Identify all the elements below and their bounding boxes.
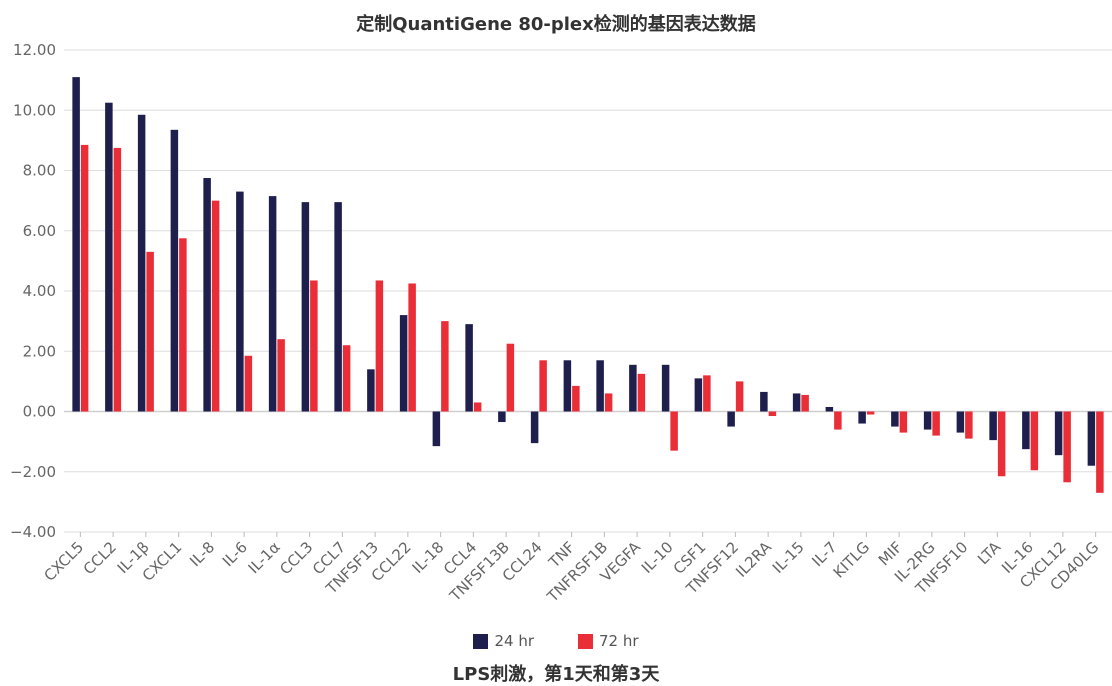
bar-24hr bbox=[792, 393, 801, 412]
bar-72hr bbox=[1030, 411, 1039, 471]
legend-label-24hr: 24 hr bbox=[494, 632, 534, 650]
bar-72hr bbox=[277, 339, 285, 412]
bar-72hr bbox=[506, 343, 515, 412]
y-tick-label: 6.00 bbox=[23, 222, 56, 240]
bar-24hr bbox=[891, 411, 899, 427]
bar-72hr bbox=[211, 200, 220, 412]
bar-72hr bbox=[408, 283, 416, 412]
x-tick-label: CCL3 bbox=[276, 538, 316, 578]
chart-title: 定制QuantiGene 80-plex检测的基因表达数据 bbox=[356, 14, 756, 35]
bar-72hr bbox=[179, 238, 187, 412]
bar-72hr bbox=[965, 411, 973, 439]
y-tick-label: 4.00 bbox=[23, 282, 56, 300]
x-tick-label: IL-15 bbox=[769, 538, 808, 577]
bar-72hr bbox=[310, 280, 318, 412]
y-tick-label: 0.00 bbox=[23, 403, 56, 421]
bar-24hr bbox=[137, 114, 146, 412]
bar-24hr bbox=[1022, 411, 1030, 450]
bar-24hr bbox=[760, 391, 768, 412]
bar-24hr bbox=[989, 411, 997, 441]
bar-72hr bbox=[703, 375, 711, 412]
bar-24hr bbox=[105, 102, 113, 412]
y-tick-label: 2.00 bbox=[23, 342, 56, 360]
bar-24hr bbox=[203, 178, 211, 412]
bar-24hr bbox=[858, 411, 866, 424]
x-tick-label: IL-1α bbox=[245, 538, 284, 577]
bar-24hr bbox=[530, 411, 539, 444]
y-tick-label: −2.00 bbox=[10, 463, 56, 481]
legend-label-72hr: 72 hr bbox=[599, 632, 639, 650]
x-tick-label: IL-8 bbox=[186, 538, 218, 570]
bar-72hr bbox=[735, 381, 744, 412]
bar-72hr bbox=[932, 411, 940, 436]
bar-72hr bbox=[342, 345, 351, 412]
x-tick-label: IL-18 bbox=[409, 538, 448, 577]
bar-72hr bbox=[146, 251, 154, 412]
bar-72hr bbox=[1096, 411, 1104, 493]
bar-72hr bbox=[899, 411, 908, 433]
bar-24hr bbox=[236, 191, 244, 412]
legend-item-24hr[interactable]: 24 hr bbox=[473, 632, 534, 650]
legend-swatch-72hr bbox=[578, 633, 593, 649]
bar-72hr bbox=[670, 411, 678, 451]
bar-72hr bbox=[539, 360, 547, 412]
bar-24hr bbox=[170, 129, 179, 412]
bar-24hr bbox=[629, 364, 637, 412]
bar-72hr bbox=[441, 321, 449, 412]
bar-24hr bbox=[694, 378, 703, 412]
bar-24hr bbox=[563, 360, 572, 412]
bar-72hr bbox=[866, 411, 875, 415]
bar-72hr bbox=[572, 385, 580, 412]
bar-24hr bbox=[661, 364, 670, 412]
bar-24hr bbox=[1087, 411, 1096, 466]
legend-swatch-24hr bbox=[473, 633, 489, 649]
bar-24hr bbox=[268, 196, 277, 412]
bar-24hr bbox=[498, 411, 506, 423]
x-tick-label: CXCL5 bbox=[41, 538, 88, 585]
bar-24hr bbox=[956, 411, 965, 433]
bar-72hr bbox=[997, 411, 1006, 477]
bar-72hr bbox=[801, 394, 809, 412]
bar-72hr bbox=[637, 373, 646, 412]
bar-chart: −4.00 −2.00 0.00 2.00 4.00 6.00 8.00 10.00 12.00… bbox=[10, 41, 1112, 606]
y-tick-label: 8.00 bbox=[23, 162, 56, 180]
bar-72hr bbox=[604, 393, 613, 412]
legend-item-72hr[interactable]: 72 hr bbox=[578, 632, 639, 650]
bar-72hr bbox=[834, 411, 842, 430]
y-tick-label: 10.00 bbox=[13, 101, 56, 119]
bar-72hr bbox=[80, 144, 89, 412]
x-tick-label: IL2RA bbox=[732, 538, 775, 581]
bar-72hr bbox=[1063, 411, 1071, 483]
y-tick-label: −4.00 bbox=[10, 523, 56, 541]
bar-24hr bbox=[465, 324, 473, 412]
bar-24hr bbox=[432, 411, 441, 447]
bar-72hr bbox=[768, 411, 777, 417]
bar-24hr bbox=[825, 406, 834, 412]
y-tick-label: 12.00 bbox=[13, 41, 56, 59]
bar-72hr bbox=[375, 280, 384, 412]
x-tick-label: CCL2 bbox=[80, 538, 120, 578]
bar-72hr bbox=[244, 355, 253, 412]
x-tick-label: IL-10 bbox=[638, 538, 677, 577]
bar-24hr bbox=[596, 360, 604, 412]
bar-24hr bbox=[1054, 411, 1063, 456]
bar-72hr bbox=[113, 147, 122, 412]
bar-72hr bbox=[473, 402, 482, 412]
bar-24hr bbox=[727, 411, 735, 427]
bar-24hr bbox=[72, 77, 80, 412]
x-tick-label: KITLG bbox=[830, 538, 873, 581]
bar-24hr bbox=[923, 411, 932, 430]
x-axis-title: LPS刺激，第1天和第3天 bbox=[452, 664, 660, 685]
legend: 24 hr 72 hr bbox=[0, 632, 1112, 650]
bar-24hr bbox=[301, 202, 310, 412]
bar-24hr bbox=[367, 369, 375, 412]
bar-24hr bbox=[399, 315, 408, 412]
bar-24hr bbox=[334, 202, 342, 412]
